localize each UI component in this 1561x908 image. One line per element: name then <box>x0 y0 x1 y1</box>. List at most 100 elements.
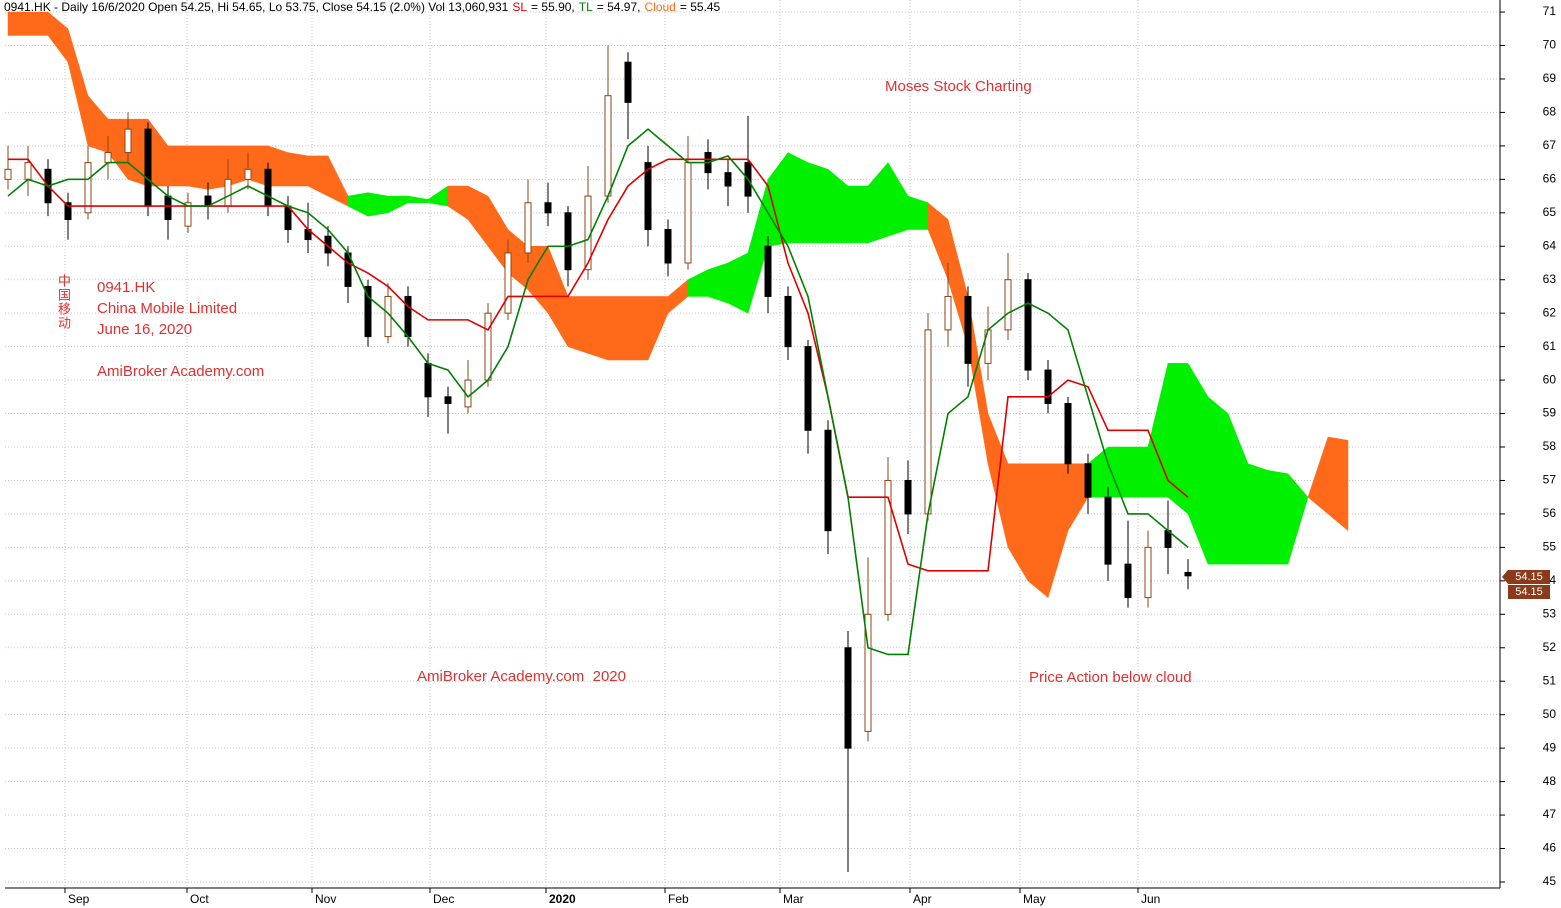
x-tick-label: Oct <box>190 892 209 906</box>
y-tick-label: 69 <box>1543 71 1557 85</box>
x-tick-label: Feb <box>668 892 689 906</box>
header-segment: TL <box>578 0 593 14</box>
candle-body <box>764 245 772 297</box>
candle-body <box>1184 571 1192 577</box>
candle-body <box>224 178 232 207</box>
candle-body <box>424 362 432 398</box>
candle-body <box>164 195 172 220</box>
cloud-segment <box>707 262 729 304</box>
x-tick-label: Mar <box>783 892 804 906</box>
header-segment: SL <box>512 0 528 14</box>
header-segment: = 54.97, <box>596 0 641 14</box>
y-tick-label: 64 <box>1543 238 1557 252</box>
y-tick-label: 65 <box>1543 205 1557 219</box>
candle-body <box>684 162 692 264</box>
candle-body <box>784 295 792 348</box>
y-tick-label: 51 <box>1543 673 1557 687</box>
header-segment: Cloud <box>644 0 676 14</box>
cloud-segment <box>367 192 389 217</box>
y-tick-label: 71 <box>1543 4 1557 18</box>
candle-body <box>804 346 812 431</box>
annotation: 中国移动 <box>56 274 71 330</box>
x-tick-label: Nov <box>315 892 336 906</box>
cloud-segment <box>387 195 409 214</box>
candle-body <box>484 312 492 381</box>
annotation: AmiBroker Academy.com <box>97 363 265 380</box>
y-tick-label: 58 <box>1543 439 1557 453</box>
candle-body <box>904 479 912 515</box>
candle-body <box>24 162 32 180</box>
annotation: 0941.HK <box>97 279 156 296</box>
cloud-segment <box>27 11 49 36</box>
cloud-segment <box>667 279 689 314</box>
cloud-segment <box>1027 463 1049 599</box>
y-tick-label: 56 <box>1543 506 1557 520</box>
y-tick-label: 46 <box>1543 841 1557 855</box>
annotation: AmiBroker Academy.com 2020 <box>417 668 626 685</box>
candle-body <box>404 295 412 338</box>
candle-body <box>564 212 572 271</box>
cloud-segment <box>847 185 869 244</box>
cloud-segment <box>187 145 209 190</box>
y-tick-label: 45 <box>1543 874 1557 888</box>
candle-body <box>84 162 92 214</box>
x-tick-label: Apr <box>913 892 932 906</box>
y-tick-label: 53 <box>1543 606 1557 620</box>
candle-body <box>1104 496 1112 565</box>
cloud-segment <box>1327 436 1349 532</box>
cloud-segment <box>607 296 629 361</box>
candle-body <box>1084 463 1092 498</box>
price-marker-arrow <box>1502 569 1508 584</box>
candle-body <box>4 168 12 180</box>
cloud-segment <box>1147 363 1169 498</box>
candle-body <box>544 202 552 214</box>
x-tick-label: 2020 <box>549 892 576 906</box>
candle-body <box>924 329 932 515</box>
candle-body <box>624 61 632 103</box>
cloud-segment <box>1167 363 1189 515</box>
y-tick-label: 62 <box>1543 305 1557 319</box>
cloud-segment <box>447 185 469 220</box>
candle-body <box>664 229 672 264</box>
cloud-segment <box>727 252 749 314</box>
candle-body <box>1064 403 1072 465</box>
y-tick-label: 60 <box>1543 372 1557 386</box>
indicator-line <box>7 128 1189 656</box>
y-tick-label: 48 <box>1543 774 1557 788</box>
candle-body <box>444 396 452 405</box>
y-tick-label: 61 <box>1543 339 1557 353</box>
y-tick-label: 63 <box>1543 272 1557 286</box>
cloud-segment <box>1287 473 1309 565</box>
candle-body <box>1024 279 1032 371</box>
cloud-segment <box>807 162 829 244</box>
candle-body <box>944 295 952 331</box>
cloud-segment <box>167 145 189 187</box>
cloud-segment <box>307 155 329 197</box>
last-price-label: 54.15 <box>1508 584 1550 599</box>
candle-body <box>104 152 112 164</box>
cloud-segment <box>87 95 109 153</box>
candle-body <box>844 647 852 749</box>
cloud-segment <box>287 152 309 187</box>
y-tick-label: 49 <box>1543 740 1557 754</box>
cloud-segment <box>587 296 609 361</box>
cloud-segment <box>907 195 929 230</box>
cloud-segment <box>67 28 89 146</box>
x-tick-label: May <box>1023 892 1046 906</box>
y-tick-label: 67 <box>1543 138 1557 152</box>
cloud-segment <box>1247 463 1269 565</box>
candle-body <box>124 128 132 154</box>
y-tick-label: 50 <box>1543 707 1557 721</box>
cloud-segment <box>1187 362 1209 565</box>
candle-body <box>264 168 272 207</box>
cloud-segment <box>427 185 449 207</box>
candle-body <box>724 172 732 187</box>
annotation: Moses Stock Charting <box>885 78 1032 95</box>
cloud-segment <box>567 296 589 354</box>
cloud-segment <box>1207 396 1229 565</box>
y-tick-label: 57 <box>1543 473 1557 487</box>
annotation: June 16, 2020 <box>97 321 193 338</box>
candle-body <box>884 479 892 615</box>
candle-body <box>824 429 832 532</box>
